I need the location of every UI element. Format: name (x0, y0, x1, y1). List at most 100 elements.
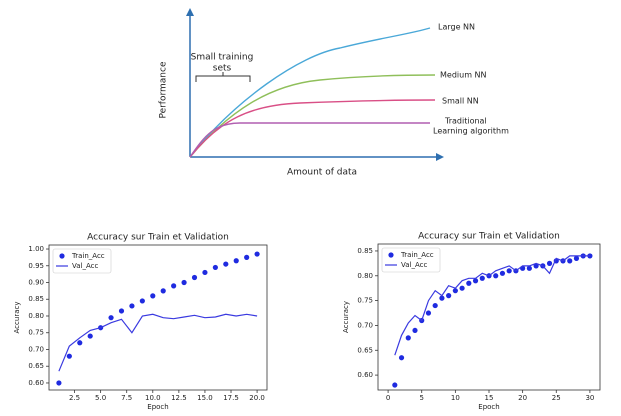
train-point (212, 264, 218, 271)
x-axis-label: Epoch (478, 403, 499, 411)
legend-label: Val_Acc (401, 261, 427, 269)
curve (189, 27, 431, 158)
legend-box (381, 247, 441, 273)
curve (189, 122, 430, 158)
x-tick-label: 30 (585, 394, 594, 402)
chart-title: Accuracy sur Train et Validation (87, 233, 229, 243)
train-point (150, 293, 156, 299)
annotation: Small training (191, 53, 254, 63)
train-point (567, 258, 573, 264)
chart-title: Accuracy sur Train et Validation (418, 232, 560, 242)
y-tick-label: 0.85 (357, 247, 373, 255)
train-point (233, 258, 239, 264)
x-tick-label: 0 (386, 394, 390, 402)
curve-label: Learning algorithm (433, 127, 509, 136)
y-tick-label: 0.90 (28, 279, 44, 287)
train-point (171, 283, 177, 289)
train-point (446, 293, 452, 299)
y-tick-label: 0.75 (357, 297, 373, 305)
val-line (394, 255, 590, 356)
train-point (56, 380, 62, 386)
x-tick-label: 5.0 (95, 394, 106, 402)
x-tick-label: 12.5 (171, 394, 187, 402)
curve-label: Medium NN (440, 71, 487, 80)
x-tick-label: 17.5 (223, 394, 239, 402)
train-point (472, 278, 479, 284)
x-tick-label: 25 (552, 394, 561, 402)
y-tick-label: 0.80 (357, 272, 373, 280)
y-tick-label: 0.75 (28, 329, 44, 337)
train-point (160, 288, 166, 294)
train-point (398, 355, 405, 361)
train-point (223, 261, 229, 267)
train-point (425, 310, 432, 316)
x-tick-label: 15.0 (197, 394, 213, 402)
train-point (499, 270, 506, 276)
x-tick-label: 5 (419, 394, 423, 402)
legend-label: Train_Acc (71, 252, 105, 260)
y-tick-label: 0.60 (28, 379, 44, 387)
y-tick-label: 0.65 (357, 346, 373, 354)
train-point (452, 288, 458, 294)
x-tick-label: 15 (485, 394, 494, 402)
y-tick-label: 1.00 (28, 245, 44, 253)
x-axis-label: Amount of data (287, 168, 357, 178)
train-point (405, 335, 411, 341)
legend-label: Val_Acc (72, 262, 98, 270)
train-point (118, 308, 125, 314)
x-tick-label: 7.5 (121, 394, 132, 402)
legend-label: Train_Acc (400, 251, 434, 259)
train-point (181, 279, 187, 286)
train-point (479, 275, 485, 281)
legend-marker (59, 253, 65, 259)
train-point (526, 265, 532, 271)
train-point (129, 303, 135, 309)
train-point (66, 353, 72, 359)
plot-frame (48, 244, 268, 391)
x-tick-label: 10.0 (145, 394, 161, 402)
y-axis-label: Accuracy (13, 302, 21, 334)
y-axis-label: Accuracy (342, 301, 350, 333)
train-point (87, 333, 93, 339)
train-point (546, 260, 553, 266)
train-point (244, 254, 250, 260)
x-tick-label: 20 (518, 394, 527, 402)
train-point (573, 255, 580, 262)
curve-label: Large NN (438, 23, 475, 32)
x-tick-label: 20.0 (249, 394, 265, 402)
train-point (432, 302, 438, 309)
y-tick-label: 0.65 (28, 362, 44, 370)
y-tick-label: 0.80 (28, 312, 44, 320)
train-point (493, 273, 499, 279)
y-tick-label: 0.70 (28, 345, 44, 353)
train-point (533, 263, 539, 269)
val-line (58, 313, 258, 372)
x-axis-label: Epoch (147, 403, 168, 411)
y-tick-label: 0.60 (357, 371, 373, 379)
curve-label: Traditional (444, 117, 487, 126)
curve (189, 74, 436, 158)
y-tick-label: 0.95 (28, 262, 44, 270)
x-tick-label: 10 (451, 394, 460, 402)
y-arrow (186, 8, 194, 16)
train-point (254, 251, 260, 257)
curve-label: Small NN (442, 97, 479, 106)
y-tick-label: 0.70 (357, 321, 373, 329)
legend-marker (388, 252, 394, 258)
train-point (77, 340, 83, 346)
annotation: sets (213, 64, 232, 74)
train-point (202, 269, 208, 276)
legend-box (52, 248, 112, 274)
x-tick-label: 2.5 (69, 394, 80, 402)
train-point (439, 295, 445, 301)
x-arrow (436, 153, 444, 161)
brace (195, 72, 251, 82)
y-axis-label: Performance (159, 61, 169, 118)
y-tick-label: 0.85 (28, 295, 44, 303)
train-point (587, 253, 593, 259)
train-point (108, 315, 114, 321)
train-point (191, 274, 198, 281)
train-point (459, 285, 465, 291)
train-point (392, 382, 398, 388)
